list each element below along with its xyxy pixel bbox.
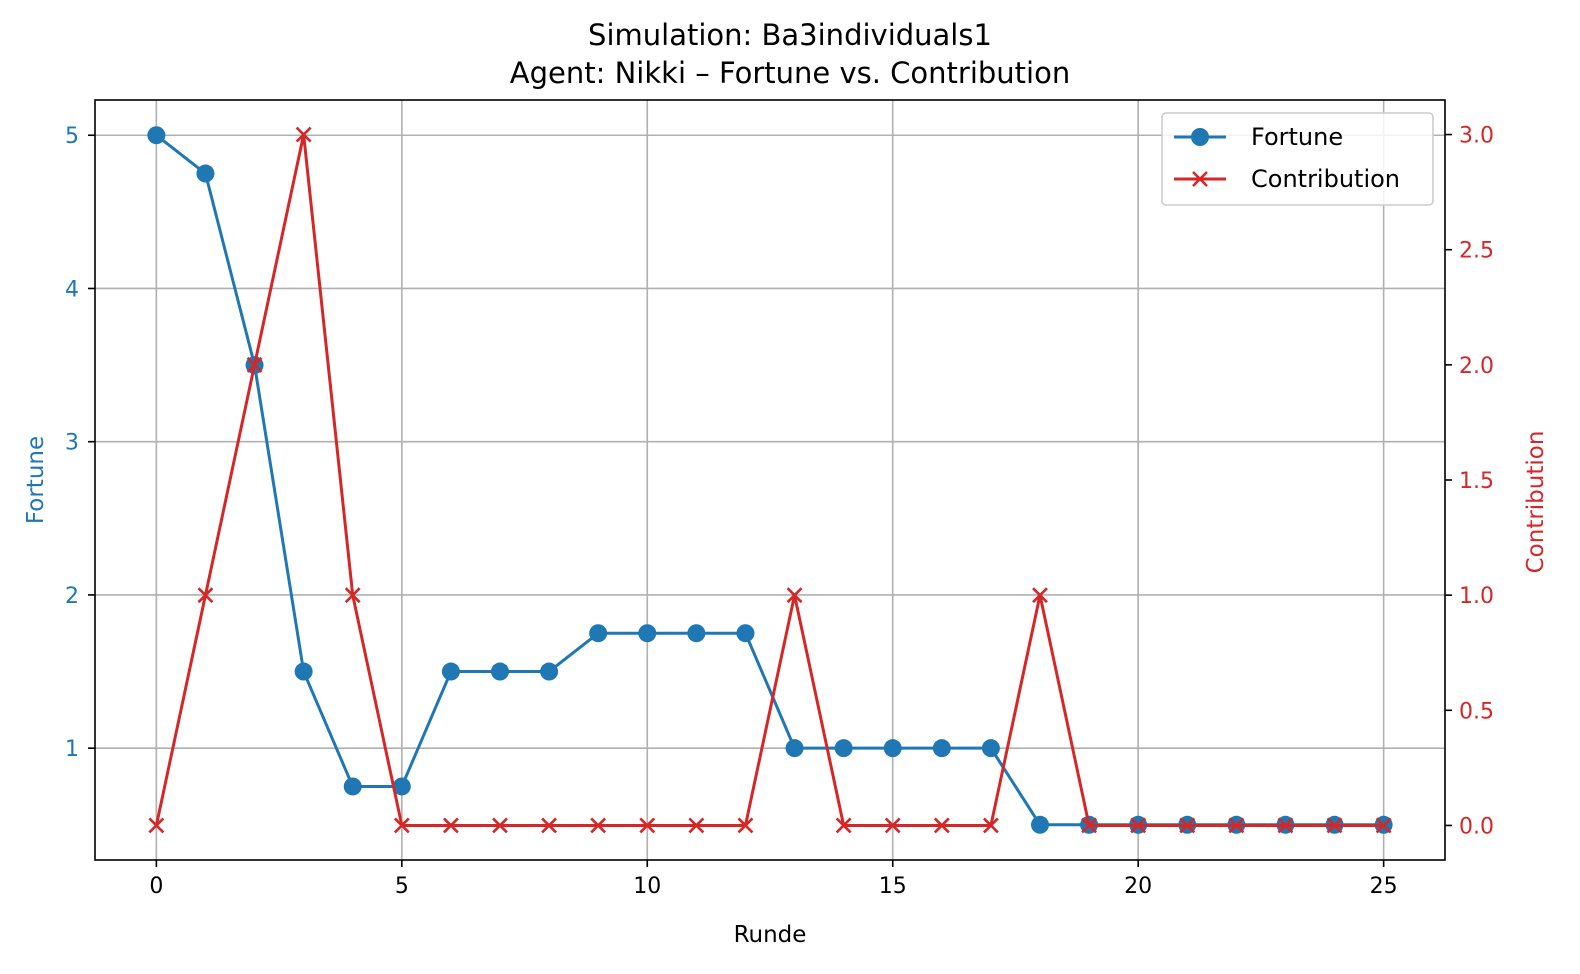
contribution-point: [197, 587, 214, 604]
y-right-tick-label: 1.0: [1459, 584, 1494, 609]
x-tick-label: 0: [149, 874, 163, 899]
fortune-point: [883, 739, 902, 758]
fortune-point: [147, 126, 166, 145]
x-tick-label: 15: [879, 874, 907, 899]
contribution-point: [1130, 817, 1147, 834]
contribution-point: [1277, 817, 1294, 834]
legend-label: Fortune: [1251, 123, 1343, 151]
fortune-point: [540, 662, 559, 681]
fortune-point: [932, 739, 951, 758]
x-tick-label: 10: [633, 874, 661, 899]
contribution-point: [541, 817, 558, 834]
ticks: 0 5 10 15 20 25 1 2 3 4 5 0.0 0.5 1.0 1.5 2.0 2.5 3.0: [65, 124, 1494, 899]
contribution-point: [246, 356, 263, 373]
contribution-point: [393, 817, 410, 834]
y-axis-left-label: Fortune: [23, 436, 49, 524]
contribution-point: [442, 817, 459, 834]
contribution-line: [154, 133, 1384, 827]
plot-frame: [94, 99, 1446, 861]
y-right-tick-label: 3.0: [1459, 124, 1494, 149]
contribution-point: [737, 817, 754, 834]
contribution-point: [933, 817, 950, 834]
chart-title: Simulation: Ba3individuals1: [588, 18, 992, 52]
fortune-point: [294, 662, 313, 681]
fortune-point: [343, 777, 362, 796]
y-left-tick-label: 2: [65, 584, 79, 609]
fortune-point: [392, 777, 411, 796]
contribution-point: [1032, 587, 1048, 604]
contribution-point: [1375, 817, 1392, 834]
contribution-point: [884, 817, 901, 834]
legend-label: Contribution: [1251, 165, 1400, 193]
fortune-point: [441, 662, 460, 681]
legend-box: [1161, 112, 1434, 206]
contribution-point: [1081, 817, 1098, 834]
fortune-point: [687, 624, 706, 643]
contribution-point: [295, 126, 312, 143]
contribution-point: [639, 817, 656, 834]
contribution-point: [1228, 817, 1245, 834]
grid: [95, 100, 1445, 860]
legend-marker: [1192, 171, 1208, 187]
y-left-tick-label: 5: [65, 124, 79, 149]
contribution-point: [148, 817, 165, 834]
y-left-tick-label: 1: [65, 737, 79, 762]
y-left-tick-label: 3: [65, 431, 79, 456]
contribution-point: [1326, 817, 1343, 834]
y-right-tick-label: 1.5: [1459, 469, 1494, 494]
contribution-point: [688, 817, 705, 834]
legend-item-fortune: Fortune: [1174, 123, 1343, 151]
contribution-point: [492, 817, 508, 834]
y-right-tick-label: 0.5: [1459, 699, 1494, 724]
fortune-point: [638, 624, 657, 643]
y-right-tick-label: 2.0: [1459, 354, 1494, 379]
contribution-point: [786, 587, 803, 604]
legend: Fortune Contribution: [1161, 112, 1434, 206]
contribution-point: [835, 817, 852, 834]
x-tick-label: 5: [395, 874, 409, 899]
fortune-point: [589, 624, 608, 643]
fortune-point: [981, 739, 1000, 758]
contribution-point: [590, 817, 607, 834]
x-axis-label: Runde: [734, 922, 807, 948]
series-layer: [147, 126, 1393, 834]
fortune-point: [736, 624, 755, 643]
chart-subtitle: Agent: Nikki – Fortune vs. Contribution: [510, 56, 1070, 90]
y-right-tick-label: 2.5: [1459, 239, 1494, 264]
contribution-point: [344, 587, 361, 604]
fortune-point: [196, 164, 215, 183]
series-fortune: [147, 126, 1393, 834]
contribution-point: [1179, 817, 1196, 834]
fortune-point: [1031, 815, 1049, 834]
y-left-tick-label: 4: [65, 277, 79, 302]
legend-item-contribution: Contribution: [1174, 165, 1400, 193]
legend-marker: [1191, 128, 1209, 146]
contribution-point: [982, 817, 999, 834]
fortune-point: [834, 739, 853, 758]
x-tick-label: 25: [1370, 874, 1398, 899]
y-axis-right-label: Contribution: [1523, 431, 1549, 574]
series-contribution: [148, 126, 1392, 834]
fortune-point: [491, 662, 509, 681]
x-tick-label: 20: [1124, 874, 1152, 899]
y-right-tick-label: 0.0: [1459, 814, 1494, 839]
fortune-point: [785, 739, 804, 758]
